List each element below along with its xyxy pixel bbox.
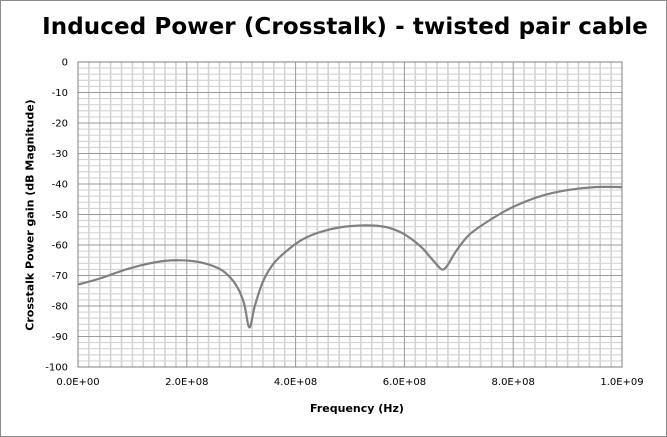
x-tick-label: 8.0E+08: [492, 377, 535, 388]
chart-title: Induced Power (Crosstalk) - twisted pair…: [42, 14, 648, 40]
x-tick-label: 2.0E+08: [165, 377, 208, 388]
x-tick-label: 1.0E+09: [600, 377, 643, 388]
y-tick-label: -70: [52, 271, 68, 282]
y-tick-label: -90: [52, 332, 68, 343]
y-tick-label: 0: [62, 58, 68, 69]
x-tick-label: 0.0E+00: [56, 377, 99, 388]
y-tick-label: -60: [52, 241, 68, 252]
x-tick-label: 4.0E+08: [274, 377, 317, 388]
y-tick-label: -100: [45, 363, 68, 374]
y-tick-label: -40: [52, 180, 68, 191]
y-tick-label: -80: [52, 302, 68, 313]
y-axis-ticks: 0 -10 -20 -30 -40 -50 -60 -70 -80 -90 -100: [45, 58, 68, 374]
y-tick-label: -50: [52, 210, 68, 221]
crosstalk-series-line: [77, 185, 623, 329]
plot-border: [77, 61, 623, 368]
x-axis-ticks: 0.0E+00 2.0E+08 4.0E+08 6.0E+08 8.0E+08 1.0E+…: [56, 377, 643, 388]
x-tick-label: 6.0E+08: [383, 377, 426, 388]
y-tick-label: -30: [52, 149, 68, 160]
y-tick-label: -10: [52, 88, 68, 99]
y-tick-label: -20: [52, 119, 68, 130]
x-axis-label: Frequency (Hz): [310, 402, 404, 415]
